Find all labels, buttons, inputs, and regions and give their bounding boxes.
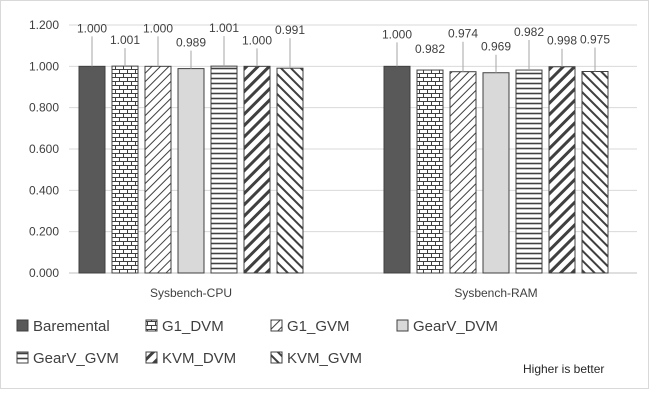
bar-gearv-gvm-sysbench-ram — [515, 69, 543, 274]
bar-gearv-dvm-sysbench-cpu — [177, 68, 205, 274]
data-label-baremental-sysbench-ram: 1.000 — [382, 27, 412, 41]
bar-gearv-dvm-sysbench-ram — [482, 72, 510, 274]
x-axis-category-labels: Sysbench-CPU Sysbench-RAM — [150, 286, 538, 300]
bar-baremental-sysbench-ram — [383, 65, 411, 274]
data-label-gearv-gvm-sysbench-cpu: 1.001 — [209, 21, 239, 35]
y-tick-label: 1.000 — [29, 59, 59, 73]
legend-item-gearv-dvm: GearV_DVM — [396, 318, 498, 335]
legend-label: GearV_GVM — [33, 350, 119, 367]
data-label-gearv-gvm-sysbench-ram: 0.982 — [514, 25, 544, 39]
y-tick-label: 1.200 — [29, 18, 59, 32]
bar-gearv-gvm-sysbench-cpu — [210, 65, 238, 274]
legend-swatch — [16, 319, 29, 332]
legend-item-baremental: Baremental — [16, 318, 110, 335]
legend-item-g1-gvm: G1_GVM — [270, 318, 350, 335]
legend-label: KVM_DVM — [162, 350, 236, 367]
data-label-kvm-dvm-sysbench-ram: 0.998 — [547, 34, 577, 48]
bar-g1-dvm-sysbench-cpu — [111, 65, 139, 274]
data-label-g1-gvm-sysbench-cpu: 1.000 — [143, 21, 173, 35]
legend-swatch — [16, 351, 29, 364]
legend-label: G1_DVM — [162, 318, 224, 335]
legend-item-kvm-gvm: KVM_GVM — [270, 350, 362, 367]
data-label-g1-dvm-sysbench-cpu: 1.001 — [110, 33, 140, 47]
bar-kvm-dvm-sysbench-cpu — [243, 65, 271, 274]
legend: Baremental G1_DVM G1_GVM GearV_DVM GearV_GVM… — [16, 318, 498, 367]
legend-label: G1_GVM — [287, 318, 350, 335]
higher-is-better-note: Higher is better — [523, 362, 604, 376]
bar-baremental-sysbench-cpu — [78, 65, 106, 274]
legend-swatch — [145, 351, 158, 364]
data-label-gearv-dvm-sysbench-cpu: 0.989 — [176, 36, 206, 50]
bar-kvm-dvm-sysbench-ram — [548, 66, 576, 274]
bar-kvm-gvm-sysbench-ram — [581, 71, 609, 274]
legend-label: GearV_DVM — [413, 318, 498, 335]
data-label-g1-gvm-sysbench-ram: 0.974 — [448, 27, 478, 41]
x-category-label: Sysbench-RAM — [454, 286, 537, 300]
y-axis-tick-labels: 0.000 0.200 0.400 0.600 0.800 1.000 1.200 — [29, 18, 59, 280]
x-category-label: Sysbench-CPU — [150, 286, 232, 300]
bar-g1-gvm-sysbench-cpu — [144, 65, 172, 274]
data-label-kvm-dvm-sysbench-cpu: 1.000 — [242, 33, 272, 47]
legend-item-g1-dvm: G1_DVM — [145, 318, 224, 335]
bar-g1-gvm-sysbench-ram — [449, 71, 477, 274]
bar-kvm-gvm-sysbench-cpu — [276, 67, 304, 274]
y-tick-label: 0.800 — [29, 101, 59, 115]
legend-swatch — [270, 319, 283, 332]
legend-label: KVM_GVM — [287, 350, 362, 367]
legend-swatch — [396, 319, 409, 332]
data-label-g1-dvm-sysbench-ram: 0.982 — [415, 42, 445, 56]
bar-g1-dvm-sysbench-ram — [416, 69, 444, 274]
data-label-gearv-dvm-sysbench-ram: 0.969 — [481, 40, 511, 54]
data-label-baremental-sysbench-cpu: 1.000 — [77, 21, 107, 35]
legend-item-kvm-dvm: KVM_DVM — [145, 350, 236, 367]
bars — [78, 65, 609, 274]
y-tick-label: 0.200 — [29, 225, 59, 239]
y-tick-label: 0.400 — [29, 183, 59, 197]
legend-swatch — [270, 351, 283, 364]
legend-item-gearv-gvm: GearV_GVM — [16, 350, 119, 367]
y-tick-label: 0.000 — [29, 266, 59, 280]
legend-swatch — [145, 319, 158, 332]
legend-label: Baremental — [33, 318, 110, 335]
data-label-kvm-gvm-sysbench-cpu: 0.991 — [275, 23, 305, 37]
y-tick-label: 0.600 — [29, 142, 59, 156]
data-label-kvm-gvm-sysbench-ram: 0.975 — [580, 33, 610, 47]
